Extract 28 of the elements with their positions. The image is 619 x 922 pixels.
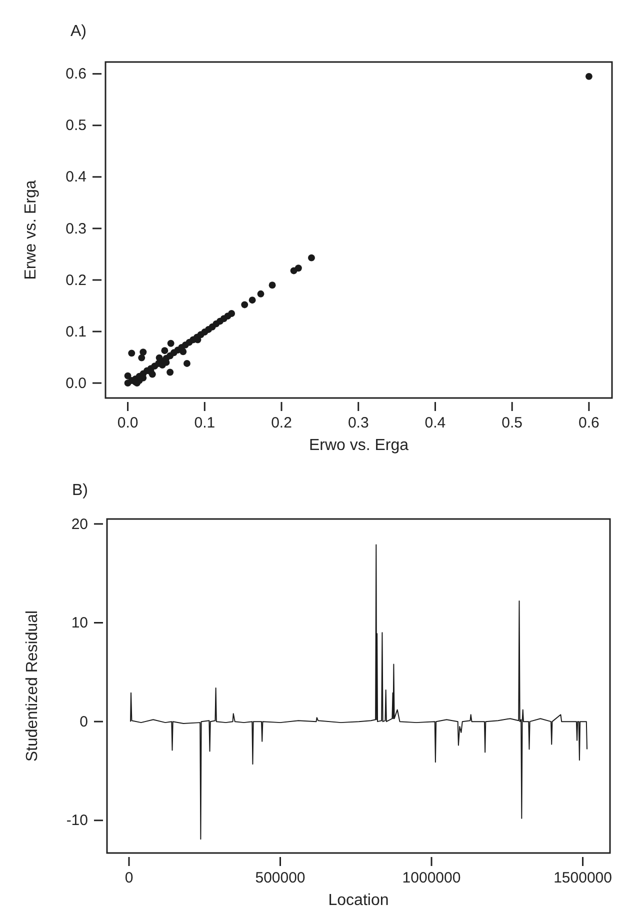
y-tick-label: 0.2 bbox=[66, 272, 86, 289]
chart-title: B) bbox=[72, 482, 88, 499]
y-tick-label: 0 bbox=[80, 713, 88, 730]
y-tick-label: 0.0 bbox=[66, 374, 86, 392]
y-tick-label: 0.1 bbox=[66, 323, 86, 340]
x-tick-label: 0.5 bbox=[502, 414, 523, 432]
x-axis-title: Erwo vs. Erga bbox=[308, 437, 409, 454]
x-tick-label: 500000 bbox=[255, 870, 306, 887]
chart-title: A) bbox=[70, 23, 86, 40]
y-tick-label: 20 bbox=[71, 516, 88, 533]
y-axis-title: Erwe vs. Erga bbox=[22, 180, 40, 280]
x-tick-label: 1000000 bbox=[402, 870, 461, 887]
x-tick-label: 0.2 bbox=[271, 414, 292, 432]
x-tick-label: 0.3 bbox=[348, 414, 369, 432]
y-tick-label: 0.6 bbox=[66, 66, 86, 83]
y-axis-title: Studentized Residual bbox=[24, 610, 41, 762]
y-tick-label: 0.5 bbox=[66, 117, 86, 134]
x-tick-label: 0.0 bbox=[117, 414, 138, 432]
x-tick-label: 0.1 bbox=[194, 414, 216, 432]
x-tick-label: 0.4 bbox=[424, 414, 446, 432]
x-axis-title: Location bbox=[328, 892, 389, 909]
x-tick-label: 1500000 bbox=[554, 870, 612, 887]
x-tick-label: 0 bbox=[124, 870, 134, 887]
y-tick-label: 0.4 bbox=[66, 168, 86, 186]
x-tick-label: 0.6 bbox=[578, 414, 600, 432]
y-tick-label: 10 bbox=[71, 614, 88, 632]
y-tick-label: -10 bbox=[66, 812, 88, 830]
y-tick-label: 0.3 bbox=[66, 220, 86, 238]
